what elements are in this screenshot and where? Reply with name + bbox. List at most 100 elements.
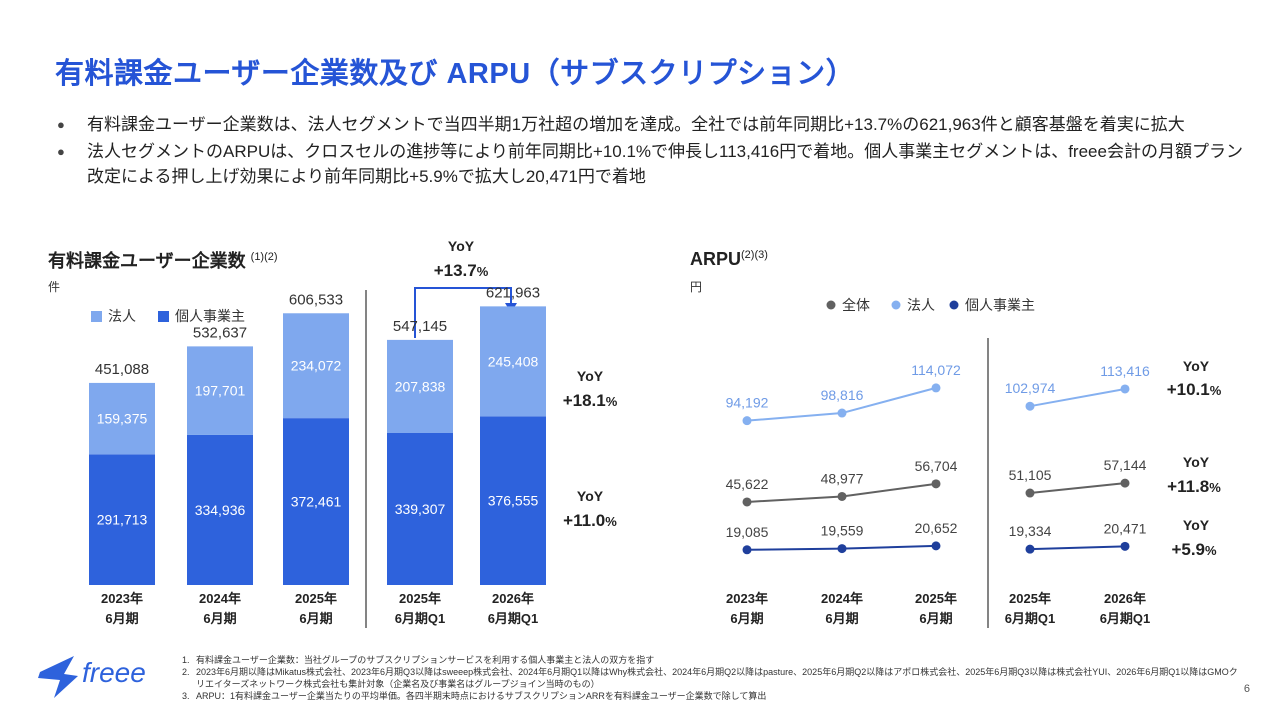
x-tick-label-period: 6月期Q1 bbox=[488, 611, 539, 626]
bar-label-total: 451,088 bbox=[95, 361, 149, 378]
bar-label-corp: 197,701 bbox=[195, 383, 246, 399]
bar-corp bbox=[187, 346, 253, 435]
bar-label-indiv: 291,713 bbox=[97, 512, 148, 528]
footnotes: 1. 有料課金ユーザー企業数：当社グループのサブスクリプションサービスを利用する個… bbox=[182, 654, 1242, 702]
data-label: 19,085 bbox=[726, 524, 769, 540]
data-label: 20,652 bbox=[915, 520, 958, 536]
data-label: 19,334 bbox=[1009, 523, 1052, 539]
yoy-total-pct: % bbox=[477, 264, 489, 279]
page-title: 有料課金ユーザー企業数及び ARPU（サブスクリプション） bbox=[55, 58, 856, 90]
yoy-indiv-number: +11.0 bbox=[563, 511, 605, 530]
data-label: 51,105 bbox=[1009, 467, 1052, 483]
yoy-total-label: YoY bbox=[1183, 454, 1210, 470]
x-tick-label-year: 2025年 bbox=[295, 591, 337, 606]
data-point bbox=[1120, 478, 1130, 488]
data-point bbox=[742, 497, 752, 507]
data-point bbox=[1025, 488, 1035, 498]
x-tick-label-period: 6月期 bbox=[730, 611, 763, 626]
x-tick-label-year: 2024年 bbox=[821, 591, 863, 606]
yoy-indiv-value: +11.0% bbox=[563, 511, 617, 530]
data-label: 102,974 bbox=[1005, 380, 1056, 396]
data-point bbox=[931, 383, 941, 393]
users-chart-footnote-ref: (1)(2) bbox=[250, 251, 278, 263]
data-point bbox=[837, 544, 847, 554]
series-line bbox=[1029, 387, 1126, 408]
bar-label-corp: 234,072 bbox=[291, 358, 342, 374]
bar-label-corp: 245,408 bbox=[488, 353, 539, 369]
x-tick-label-year: 2026年 bbox=[492, 591, 534, 606]
yoy-corp-pct: % bbox=[1210, 383, 1222, 398]
data-point bbox=[837, 408, 847, 418]
x-tick-label-period: 6月期 bbox=[825, 611, 858, 626]
data-label: 114,072 bbox=[911, 362, 961, 378]
data-label: 98,816 bbox=[821, 387, 864, 403]
users-chart-title: 有料課金ユーザー企業数 (1)(2) bbox=[48, 247, 278, 273]
legend-swatch-corp bbox=[91, 311, 102, 322]
series-line bbox=[1029, 545, 1126, 551]
yoy-corp-label: YoY bbox=[1183, 358, 1210, 374]
bullet-item: 法人セグメントのARPUは、クロスセルの進捗等により前年同期比+10.1%で伸長… bbox=[55, 139, 1245, 189]
bar-label-total: 547,145 bbox=[393, 318, 447, 335]
bar-corp bbox=[387, 339, 453, 433]
x-tick-label-year: 2026年 bbox=[1104, 591, 1146, 606]
bar-corp bbox=[89, 382, 155, 455]
yoy-indiv-value: +5.9% bbox=[1171, 540, 1217, 559]
yoy-corp-value: +10.1% bbox=[1167, 380, 1222, 399]
x-tick-label-year: 2025年 bbox=[399, 591, 441, 606]
x-tick-label-period: 6月期 bbox=[203, 611, 236, 626]
x-tick-label-period: 6月期Q1 bbox=[395, 611, 446, 626]
footnote-number: 1. bbox=[182, 655, 190, 665]
bar-label-total: 621,963 bbox=[486, 284, 540, 301]
data-label: 94,192 bbox=[726, 395, 769, 411]
data-label: 56,704 bbox=[915, 458, 958, 474]
arpu-chart-unit: 円 bbox=[690, 280, 703, 294]
bar-label-corp: 207,838 bbox=[395, 378, 446, 394]
footnote-text: 有料課金ユーザー企業数：当社グループのサブスクリプションサービスを利用する個人事… bbox=[196, 655, 655, 665]
bar-label-indiv: 372,461 bbox=[291, 494, 342, 510]
data-label: 48,977 bbox=[821, 470, 864, 486]
yoy-total-number: +11.8 bbox=[1167, 477, 1209, 496]
data-point bbox=[931, 541, 941, 551]
x-tick-label-year: 2025年 bbox=[915, 591, 957, 606]
data-point bbox=[1025, 401, 1035, 411]
legend-label-total: 全体 bbox=[842, 297, 870, 313]
legend-dot-total bbox=[826, 300, 836, 310]
x-tick-label-period: 6月期Q1 bbox=[1100, 611, 1151, 626]
yoy-corp-value: +18.1% bbox=[563, 391, 618, 410]
data-point bbox=[1025, 544, 1035, 554]
data-point bbox=[1120, 384, 1130, 394]
x-tick-label-year: 2025年 bbox=[1009, 591, 1051, 606]
footnote-item: 1. 有料課金ユーザー企業数：当社グループのサブスクリプションサービスを利用する個… bbox=[182, 654, 1242, 666]
data-point bbox=[837, 491, 847, 501]
legend-dot-corp bbox=[891, 300, 901, 310]
data-label: 113,416 bbox=[1100, 363, 1150, 379]
logo-text: freee bbox=[82, 657, 146, 688]
data-point bbox=[742, 416, 752, 426]
x-tick-label-period: 6月期 bbox=[919, 611, 952, 626]
data-point bbox=[742, 545, 752, 555]
yoy-indiv-pct: % bbox=[605, 514, 617, 529]
users-chart-title-text: 有料課金ユーザー企業数 bbox=[48, 251, 246, 271]
yoy-corp-pct: % bbox=[606, 394, 618, 409]
users-chart-unit: 件 bbox=[48, 280, 61, 294]
yoy-indiv-pct: % bbox=[1205, 543, 1217, 558]
bar-label-indiv: 339,307 bbox=[395, 501, 446, 517]
footnote-number: 2. bbox=[182, 667, 190, 677]
bar-indiv bbox=[387, 432, 453, 585]
legend-label-corp: 法人 bbox=[907, 297, 935, 313]
bar-corp bbox=[283, 313, 349, 419]
data-label: 57,144 bbox=[1104, 457, 1147, 473]
legend-label-indiv: 個人事業主 bbox=[175, 308, 245, 324]
arpu-chart-footnote-ref: (2)(3) bbox=[741, 249, 768, 261]
yoy-corp-label: YoY bbox=[577, 368, 604, 384]
bar-label-indiv: 334,936 bbox=[195, 502, 246, 518]
footnote-item: 2. 2023年6月期以降はMikatus株式会社、2023年6月期Q3以降はsw… bbox=[182, 666, 1242, 690]
bullet-item: 有料課金ユーザー企業数は、法人セグメントで当四半期1万社超の増加を達成。全社では… bbox=[55, 112, 1245, 137]
x-tick-label-year: 2023年 bbox=[726, 591, 768, 606]
footnote-item: 3. ARPU：1有料課金ユーザー企業当たりの平均単価。各四半期末時点におけるサブ… bbox=[182, 690, 1242, 702]
legend-label-corp: 法人 bbox=[108, 308, 136, 324]
bar-label-total: 606,533 bbox=[289, 291, 343, 308]
yoy-total-value: +11.8% bbox=[1167, 477, 1221, 496]
bar-label-corp: 159,375 bbox=[97, 411, 148, 427]
data-label: 45,622 bbox=[726, 476, 769, 492]
